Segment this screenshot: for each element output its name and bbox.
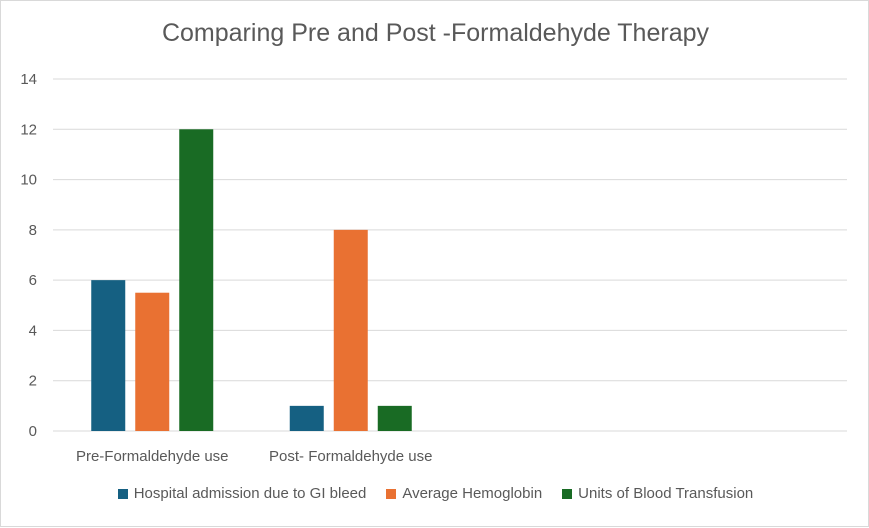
y-axis-tick-labels: 0 2 4 6 8 10 12 14: [20, 71, 37, 440]
bar: [179, 129, 214, 432]
x-category-label: Pre-Formaldehyde use: [76, 448, 229, 465]
y-tick-label: 6: [29, 272, 37, 289]
x-axis-category-labels: Pre-Formaldehyde use Post- Formaldehyde u…: [76, 448, 433, 465]
y-tick-label: 10: [20, 172, 37, 189]
x-category-label: Post- Formaldehyde use: [269, 448, 432, 465]
legend-label: Units of Blood Transfusion: [578, 485, 754, 502]
chart-title: Comparing Pre and Post -Formaldehyde The…: [161, 19, 710, 47]
bar: [91, 280, 126, 431]
legend-item: Units of Blood Transfusion: [562, 485, 753, 502]
legend-label: Hospital admission due to GI bleed: [133, 485, 367, 502]
bar: [135, 292, 170, 431]
bar: [377, 405, 412, 431]
legend-swatch: [117, 488, 128, 499]
bar: [289, 405, 324, 431]
chart-legend: Hospital admission due to GI bleed Averag…: [1, 485, 869, 502]
gridlines: [53, 78, 847, 432]
y-tick-label: 14: [20, 71, 37, 88]
y-tick-label: 0: [29, 423, 37, 440]
y-tick-label: 8: [29, 222, 37, 239]
bar: [333, 229, 368, 431]
y-tick-label: 4: [29, 322, 37, 339]
y-tick-label: 12: [20, 121, 37, 138]
bars: [91, 129, 412, 432]
y-tick-label: 2: [29, 373, 37, 390]
legend-item: Average Hemoglobin: [386, 485, 542, 502]
legend-swatch: [386, 488, 397, 499]
legend-item: Hospital admission due to GI bleed: [117, 485, 367, 502]
legend-label: Average Hemoglobin: [402, 485, 543, 502]
legend-swatch: [562, 488, 573, 499]
